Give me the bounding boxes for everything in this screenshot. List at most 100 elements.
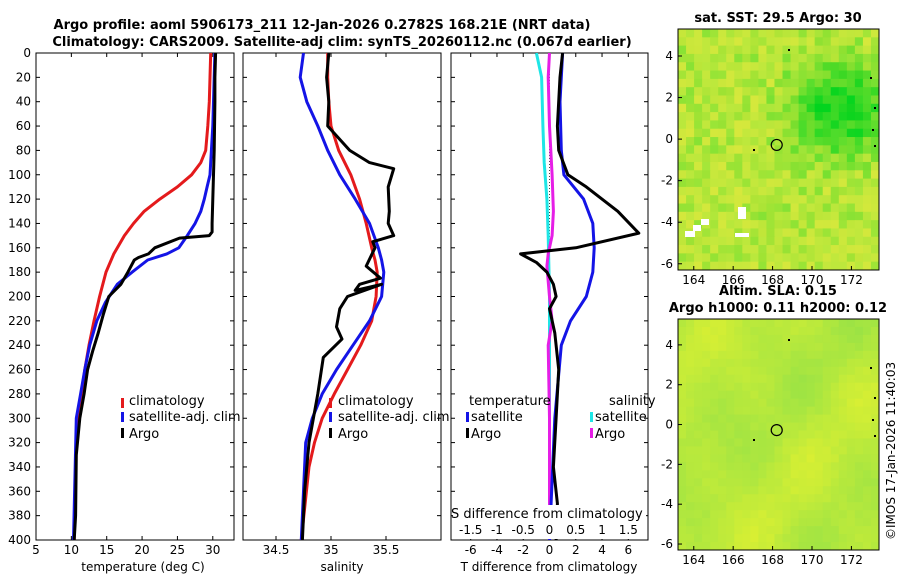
legend-swatch-satellite bbox=[329, 412, 332, 422]
map-cell bbox=[798, 470, 808, 479]
salinity-xlabel: salinity bbox=[320, 560, 363, 574]
legend-label-climatology: climatology bbox=[129, 394, 205, 409]
map-cell bbox=[862, 350, 872, 360]
map-cell bbox=[782, 145, 792, 155]
map-cell bbox=[814, 186, 824, 196]
map-cell bbox=[782, 438, 792, 448]
map-cell bbox=[798, 103, 808, 113]
map-cell bbox=[798, 37, 808, 47]
map-cell bbox=[694, 53, 703, 63]
map-cell bbox=[846, 494, 856, 503]
map-cell bbox=[678, 128, 687, 138]
map-cell bbox=[870, 502, 879, 511]
map-cell bbox=[870, 342, 879, 352]
map-cell bbox=[790, 186, 800, 196]
map-cell bbox=[862, 366, 872, 376]
map-cell bbox=[806, 358, 816, 368]
island-speck bbox=[872, 419, 874, 421]
map-cell bbox=[734, 161, 743, 171]
map-cell bbox=[694, 494, 703, 503]
missing-data-patch bbox=[693, 225, 701, 231]
map-cell bbox=[846, 486, 856, 495]
island-speck bbox=[870, 367, 872, 369]
map-cell bbox=[726, 494, 735, 503]
map-cell bbox=[814, 62, 824, 72]
map-cell bbox=[710, 342, 719, 352]
map-cell bbox=[838, 170, 848, 180]
map-cell bbox=[766, 446, 776, 456]
map-cell bbox=[854, 178, 864, 188]
map-cell bbox=[814, 153, 824, 163]
map-cell bbox=[822, 261, 832, 270]
map-cell bbox=[870, 462, 879, 471]
map-cell bbox=[846, 211, 856, 221]
map-cell bbox=[686, 462, 695, 471]
map-cell bbox=[822, 195, 832, 205]
map-cell bbox=[798, 87, 808, 97]
map-cell bbox=[822, 228, 832, 238]
figure-title-line2: Climatology: CARS2009. Satellite-adj cli… bbox=[52, 35, 631, 50]
missing-data-patch bbox=[685, 231, 695, 237]
map-cell bbox=[854, 95, 864, 105]
map-cell bbox=[734, 470, 743, 479]
map-cell bbox=[774, 203, 784, 213]
map-cell bbox=[870, 350, 879, 360]
map-cell bbox=[750, 358, 759, 368]
map-cell bbox=[774, 422, 784, 432]
map-cell bbox=[686, 502, 695, 511]
map-cell bbox=[870, 253, 879, 263]
map-cell bbox=[798, 62, 808, 72]
x-tick-label: 25 bbox=[170, 543, 185, 557]
map-cell bbox=[718, 95, 727, 105]
map-cell bbox=[718, 261, 727, 270]
map-cell bbox=[678, 350, 687, 360]
legend-swatch-climatology bbox=[121, 398, 124, 408]
map-cell bbox=[814, 120, 824, 130]
map-cell bbox=[790, 78, 800, 88]
map-cell bbox=[862, 462, 872, 471]
map-cell bbox=[870, 406, 879, 416]
map-cell bbox=[830, 195, 840, 205]
map-cell bbox=[846, 438, 856, 448]
map-cell bbox=[862, 334, 872, 344]
map-cell bbox=[726, 430, 735, 440]
map-cell bbox=[798, 45, 808, 55]
map-cell bbox=[742, 382, 751, 392]
map-cell bbox=[862, 446, 872, 456]
map-cell bbox=[862, 486, 872, 495]
x-tick-label: 15 bbox=[99, 543, 114, 557]
map-cell bbox=[846, 446, 856, 456]
map-cell bbox=[734, 245, 743, 254]
map-cell bbox=[774, 186, 784, 196]
map-cell bbox=[814, 334, 824, 344]
sla-map-title2: Argo h1000: 0.11 h2000: 0.12 bbox=[669, 301, 887, 316]
map-cell bbox=[846, 29, 856, 38]
map-cell bbox=[814, 137, 824, 146]
map-cell bbox=[782, 228, 792, 238]
map-cell bbox=[822, 398, 832, 408]
map-cell bbox=[782, 37, 792, 47]
map-cell bbox=[702, 454, 711, 463]
map-cell bbox=[742, 29, 751, 38]
map-cell bbox=[758, 195, 768, 205]
map-cell bbox=[838, 211, 848, 221]
map-cell bbox=[742, 470, 751, 479]
map-cell bbox=[854, 406, 864, 416]
map-cell bbox=[742, 422, 751, 432]
map-cell bbox=[766, 70, 776, 80]
map-cell bbox=[870, 414, 879, 424]
map-cell bbox=[798, 253, 808, 263]
map-cell bbox=[870, 53, 879, 63]
map-cell bbox=[870, 478, 879, 487]
legend-label-argo: Argo bbox=[129, 427, 159, 442]
map-cell bbox=[742, 342, 751, 352]
map-cell bbox=[854, 382, 864, 392]
map-cell bbox=[718, 178, 727, 188]
map-cell bbox=[766, 186, 776, 196]
map-cell bbox=[702, 534, 711, 543]
map-cell bbox=[846, 470, 856, 479]
map-cell bbox=[686, 195, 695, 205]
map-cell bbox=[846, 161, 856, 171]
map-cell bbox=[862, 358, 872, 368]
map-cell bbox=[838, 462, 848, 471]
